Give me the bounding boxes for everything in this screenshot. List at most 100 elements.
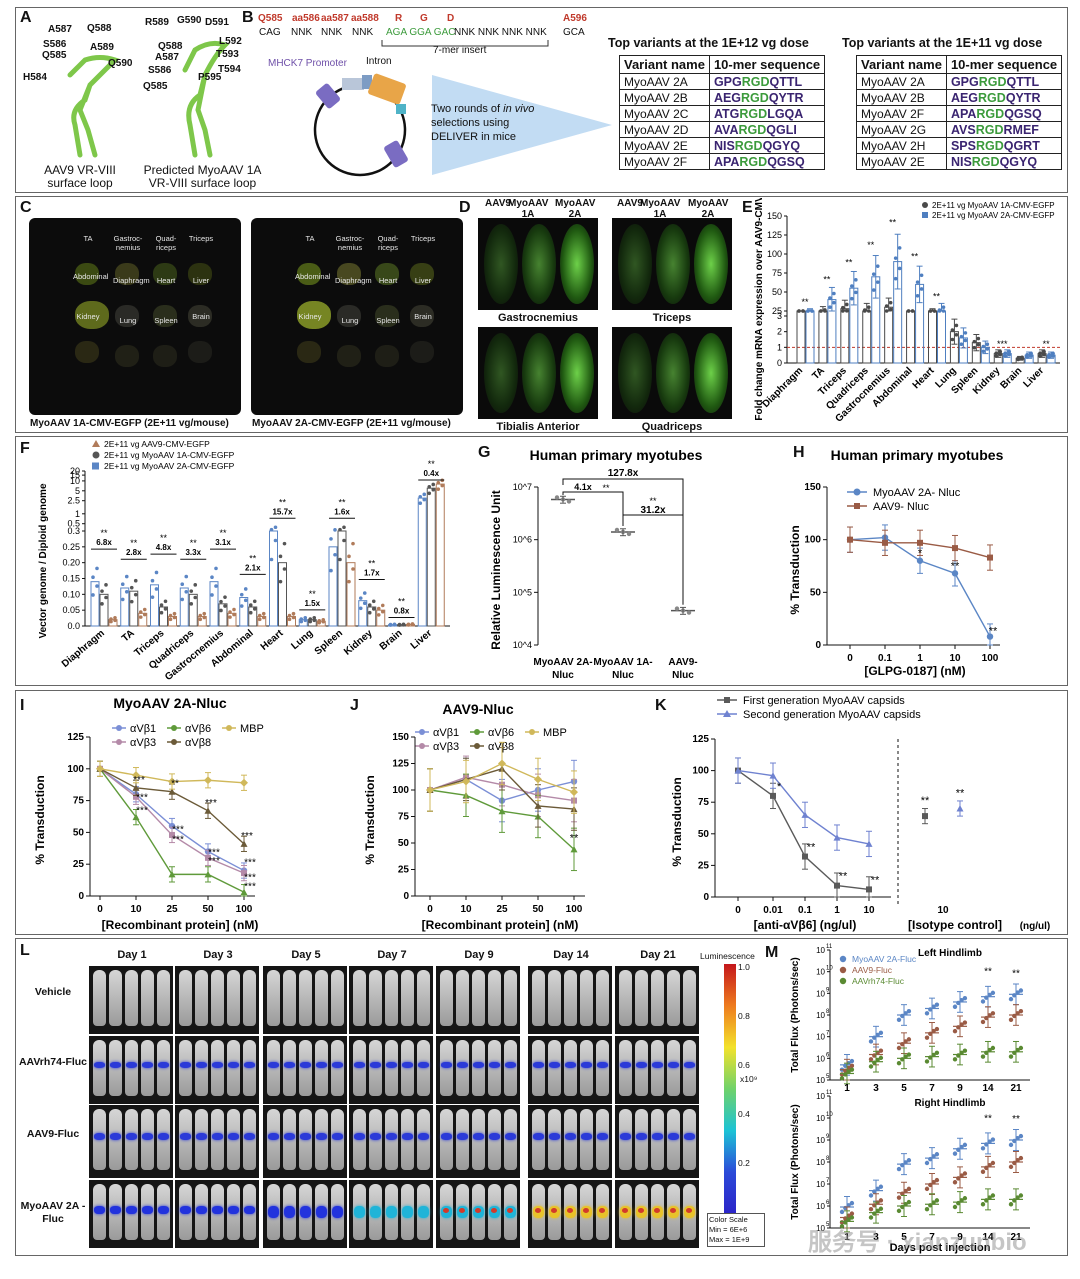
data-point <box>956 1147 961 1152</box>
codon: GCA <box>563 27 585 38</box>
y-tick-label: 100 <box>392 785 409 796</box>
data-point <box>915 294 920 298</box>
luminescence-signal <box>370 1132 381 1140</box>
significance-mark: *** <box>136 793 148 804</box>
codon: CAG <box>259 27 281 38</box>
d-column-header: MyoAAV 1A <box>508 198 549 220</box>
data-point <box>184 590 189 594</box>
data-point <box>928 1203 933 1208</box>
mouse-body <box>548 1040 561 1096</box>
significance-mark: *** <box>133 775 145 786</box>
luminescence-signal <box>332 1061 343 1068</box>
data-point <box>202 615 207 620</box>
data-point <box>422 497 427 502</box>
selection-text-italic: in vivo <box>503 103 535 115</box>
organ-label: Quad- riceps <box>155 234 177 252</box>
position-label: D <box>447 13 455 24</box>
panel-k-label: K <box>655 697 667 714</box>
y-axis-title: Fold change mRNA expression over AAV9-CM… <box>754 198 765 421</box>
luminescence-signal <box>441 1061 452 1068</box>
luminescence-signal <box>370 1061 381 1068</box>
data-point <box>410 622 415 626</box>
imaging-tile <box>615 1036 699 1104</box>
d-column-header: AAV9 <box>485 198 511 209</box>
data-point <box>614 527 620 533</box>
table1-title: Top variants at the 1E+12 vg dose <box>608 36 809 50</box>
data-point <box>228 610 232 614</box>
x-tick-label: 3 <box>873 1083 879 1094</box>
data-point <box>987 992 992 998</box>
residue-label: Q590 <box>108 58 133 69</box>
significance-mark: *** <box>208 847 220 858</box>
luminescence-signal <box>668 1132 679 1140</box>
data-point <box>248 610 253 615</box>
significance-mark: ** <box>845 257 853 267</box>
data-point <box>223 604 227 608</box>
luminescence-signal <box>565 1132 576 1140</box>
data-point <box>1012 1160 1017 1166</box>
panel-a-label: A <box>20 9 32 26</box>
data-point <box>900 1204 905 1210</box>
luminescence-signal <box>268 1132 279 1140</box>
day-header: Day 21 <box>640 949 676 961</box>
seq-rgd: RGD <box>978 90 1006 105</box>
codon: AGA GGA GAC <box>386 27 456 38</box>
muscle-image <box>612 218 732 310</box>
data-point <box>91 575 95 580</box>
significance-mark: ** <box>933 292 941 302</box>
significance-mark: ** <box>984 967 992 978</box>
d-column-header: MyoAAV 2A <box>555 198 596 220</box>
y-axis-title: Total Flux (Photons/sec) <box>790 957 801 1072</box>
data-point <box>871 272 876 276</box>
panel-h-label: H <box>793 444 805 461</box>
data-point <box>878 1184 884 1189</box>
luminescence-signal <box>489 1132 500 1140</box>
bar <box>90 581 100 627</box>
imaging-tile <box>615 966 699 1034</box>
data-point <box>769 772 777 779</box>
muscle-glow <box>694 224 728 304</box>
y-tick-label: 50 <box>73 827 85 838</box>
muscle-label: Tibialis Anterior <box>496 421 580 433</box>
mouse-body <box>157 970 170 1026</box>
y-tick-label: 25 <box>73 859 85 870</box>
panel-i-label: I <box>20 697 25 714</box>
data-point <box>770 792 776 799</box>
data-point <box>154 587 159 591</box>
data-point <box>896 1060 902 1066</box>
mouse-body <box>353 1040 366 1096</box>
data-point <box>154 570 159 575</box>
organ-label: Triceps <box>410 234 436 243</box>
x-tick-label: 0.1 <box>798 905 812 916</box>
luminescence-signal <box>300 1061 311 1068</box>
mouse-body <box>564 1040 577 1096</box>
data-point <box>347 579 351 584</box>
y-tick-label: 5 <box>75 486 80 496</box>
bar <box>120 587 130 627</box>
data-point <box>841 305 845 310</box>
seq-rgd: RGD <box>734 138 763 153</box>
legend-marker <box>226 725 232 731</box>
residue-label: A589 <box>90 42 114 53</box>
data-point <box>189 602 194 606</box>
data-point <box>868 1039 874 1044</box>
y-tick-label: 20 <box>70 466 80 476</box>
legend-text: αVβ3 <box>130 737 156 749</box>
seq-rgd: RGD <box>978 74 1007 89</box>
variant-name: MyoAAV 2G <box>856 121 947 138</box>
data-point <box>959 1173 964 1178</box>
isotype-unit: (ng/ul) <box>1020 921 1051 932</box>
codon: NNK <box>321 27 343 38</box>
data-point <box>900 1191 905 1196</box>
data-point <box>358 606 363 611</box>
data-point <box>1042 352 1046 357</box>
data-point <box>278 579 283 584</box>
x-tick-label: Lung <box>289 628 315 652</box>
mouse-body <box>109 1040 122 1096</box>
data-point <box>846 1217 851 1222</box>
mouse-body <box>369 970 382 1026</box>
panel-fgh-frame <box>15 436 1068 686</box>
x-tick-label: 0.1 <box>878 653 892 664</box>
mouse-body <box>683 1040 696 1096</box>
